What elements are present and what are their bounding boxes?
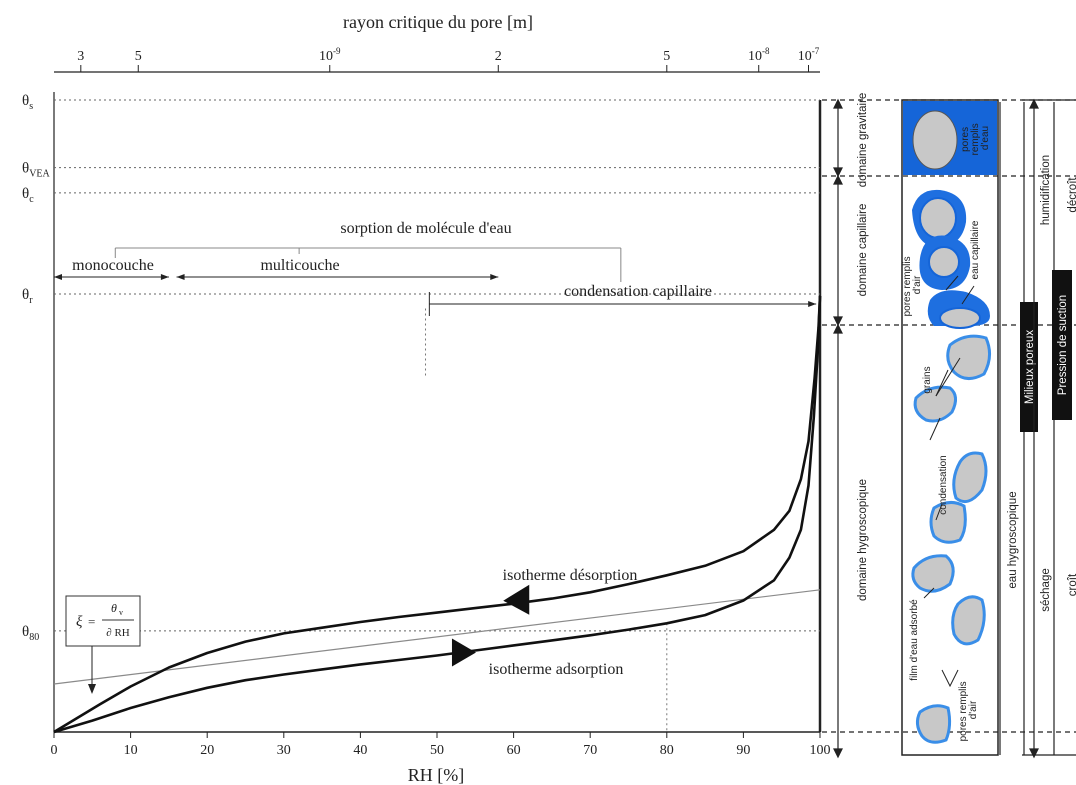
y-level-label: θc bbox=[22, 186, 34, 205]
top-tick-label: 10-9 bbox=[319, 46, 341, 64]
monocouche-arrow-head-left bbox=[54, 274, 62, 280]
multicouche-arrow-head-left bbox=[176, 274, 185, 280]
domain-capillaire: domaine capillaire bbox=[857, 204, 869, 297]
eau-hygroscopique-label: eau hygroscopique bbox=[1007, 491, 1019, 588]
adsorption-arrow bbox=[451, 638, 476, 667]
tangent-line bbox=[53, 589, 821, 685]
side-panel: domaine gravitaire domaine capillaire do… bbox=[822, 93, 1076, 759]
multicouche-label: multicouche bbox=[260, 257, 339, 274]
pores-remplis-air-label-top: pores remplis d'air bbox=[902, 254, 923, 317]
svg-text:=: = bbox=[88, 614, 95, 629]
y-level-label: θr bbox=[22, 287, 33, 306]
series-line bbox=[53, 295, 822, 734]
adsorption-label: isotherme adsorption bbox=[489, 661, 624, 678]
pression-suction-box bbox=[1052, 270, 1072, 420]
svg-text:v: v bbox=[119, 608, 123, 617]
tangent-formula: ξ = θ v ∂ RH bbox=[65, 595, 141, 694]
axes: 0 10 20 30 40 50 60 70 80 90 100 3 5 10-9 2 5 10-8 10-7 bbox=[51, 46, 831, 758]
condensation-arrow-head-right bbox=[808, 301, 817, 307]
capillary-grains bbox=[912, 189, 990, 329]
top-tick-label: 5 bbox=[135, 49, 142, 64]
pores-remplis-eau-label: pores remplis d'eau bbox=[960, 120, 991, 155]
top-tick-label: 10-7 bbox=[798, 46, 820, 64]
condensation-capillaire-label: condensation capillaire bbox=[564, 283, 712, 300]
x-tick-label: 40 bbox=[353, 743, 367, 758]
top-tick-label: 2 bbox=[495, 49, 502, 64]
croit-label: croît bbox=[1067, 573, 1076, 596]
monocouche-arrow-head-right bbox=[160, 274, 169, 280]
isotherm-curves bbox=[53, 295, 822, 734]
y-level-label: θ80 bbox=[22, 624, 39, 643]
x-tick-label: 20 bbox=[200, 743, 214, 758]
desorption-arrow bbox=[503, 584, 530, 615]
x-tick-label: 60 bbox=[507, 743, 521, 758]
humidification-label: humidification bbox=[1040, 155, 1052, 225]
eau-capillaire-label: eau capillaire bbox=[970, 220, 981, 279]
x-axis-title: RH [%] bbox=[408, 765, 465, 785]
sorption-label: sorption de molécule d'eau bbox=[340, 220, 511, 237]
multicouche-arrow-head-right bbox=[490, 274, 499, 280]
hygroscopic-grains bbox=[911, 334, 991, 744]
y-level-lines: θs θVEA θc θr θ80 bbox=[22, 93, 820, 732]
x-tick-label: 10 bbox=[124, 743, 138, 758]
x-tick-label: 70 bbox=[583, 743, 597, 758]
x-tick-label: 90 bbox=[736, 743, 750, 758]
top-tick-label: 10-8 bbox=[748, 46, 770, 64]
milieux-poreux-label: Milieux poreux bbox=[1024, 330, 1036, 404]
grain bbox=[912, 110, 958, 170]
svg-text:ξ: ξ bbox=[76, 614, 83, 630]
y-level-label: θVEA bbox=[22, 161, 51, 180]
sorption-bands bbox=[54, 247, 817, 316]
top-axis-title: rayon critique du pore [m] bbox=[343, 12, 533, 32]
pores-remplis-air-label-bottom: pores remplis d'air bbox=[958, 679, 979, 742]
desorption-label: isotherme désorption bbox=[503, 567, 638, 584]
series-line bbox=[53, 295, 822, 734]
film-eau-adsorbe-label: film d'eau adsorbé bbox=[909, 599, 920, 681]
condensation-label: condensation bbox=[938, 455, 949, 515]
top-tick-label: 3 bbox=[77, 49, 84, 64]
domain-hygroscopique: domaine hygroscopique bbox=[857, 479, 869, 601]
decroit-label: décroît bbox=[1067, 177, 1076, 213]
x-tick-label: 30 bbox=[277, 743, 291, 758]
grains-label: grains bbox=[922, 366, 933, 393]
x-tick-label: 100 bbox=[810, 743, 831, 758]
x-tick-label: 80 bbox=[660, 743, 674, 758]
domain-gravitaire: domaine gravitaire bbox=[857, 93, 869, 188]
y-level-label: θs bbox=[22, 93, 33, 112]
x-tick-label: 50 bbox=[430, 743, 444, 758]
sechage-label: séchage bbox=[1040, 568, 1052, 611]
x-tick-label: 0 bbox=[51, 743, 58, 758]
top-tick-label: 5 bbox=[663, 49, 670, 64]
pression-suction-label: Pression de suction bbox=[1057, 295, 1069, 395]
svg-text:θ: θ bbox=[111, 601, 117, 615]
monocouche-label: monocouche bbox=[72, 257, 154, 274]
svg-text:∂ RH: ∂ RH bbox=[106, 627, 130, 639]
